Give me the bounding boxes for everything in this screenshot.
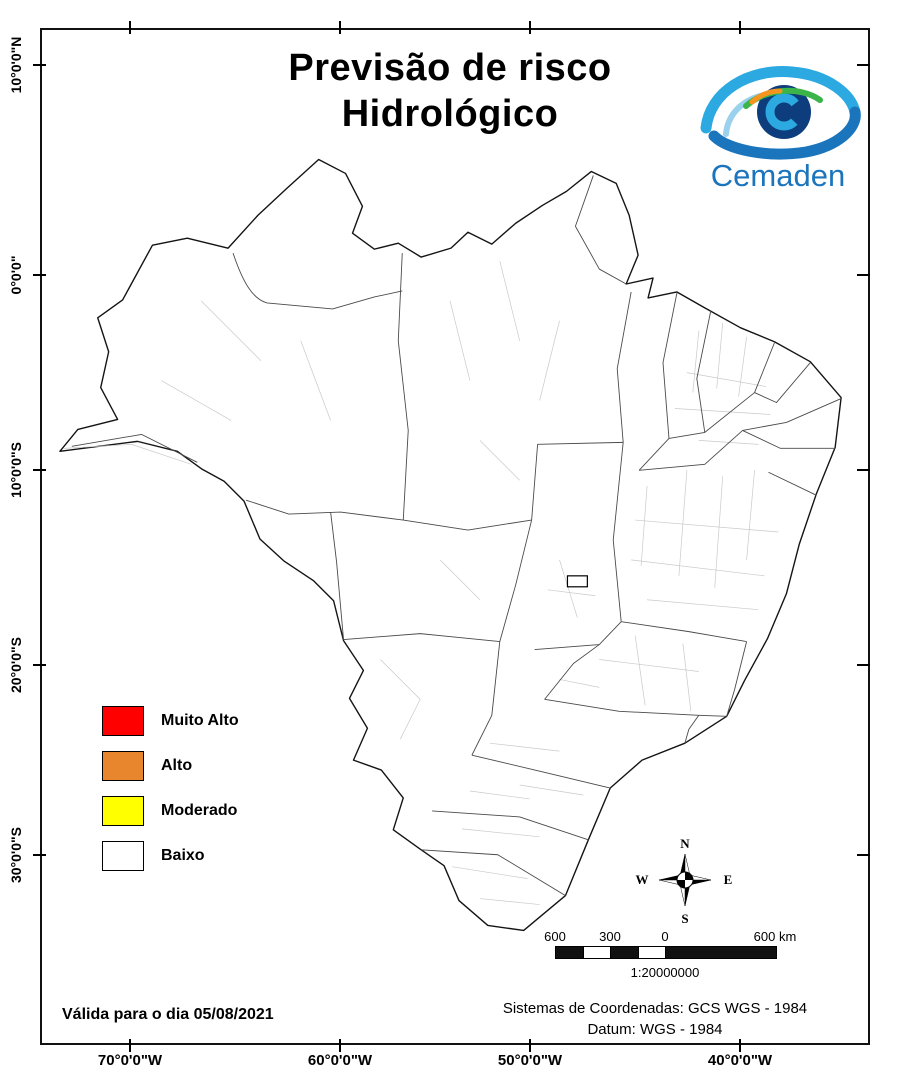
longitude-label: 70°0'0"W [97,1052,163,1069]
state-boundaries [71,175,842,896]
map-frame [40,28,870,1045]
legend-swatch-moderado [102,796,144,826]
longitude-label: 60°0'0"W [307,1052,373,1069]
longitude-label: 50°0'0"W [497,1052,563,1069]
latitude-label: 30°0'0"S [8,826,24,884]
scale-bar-graphic [555,946,777,959]
scale-bar-segment [611,947,639,958]
compass-north-label: N [680,836,690,851]
scale-label-0: 0 [661,929,669,944]
cemaden-eye-icon: Cemaden [700,66,861,193]
scale-bar-segment [556,947,584,958]
legend-item-baixo: Baixo [102,841,239,871]
axis-tick [857,274,870,276]
legend-swatch-baixo [102,841,144,871]
scale-bar-segment [583,947,611,958]
validity-date-text: Válida para o dia 05/08/2021 [62,1006,274,1023]
axis-tick [33,664,46,666]
compass-west-label: W [636,872,649,887]
compass-south-label: S [681,911,688,926]
axis-tick [33,274,46,276]
title-line-2: Hidrológico [341,92,559,135]
latitude-label: 0°0'0" [8,255,24,295]
page-title: Previsão de risco Hidrológico [130,46,770,137]
legend-label-moderado: Moderado [161,802,238,819]
scale-label-600-left: 600 [544,929,566,944]
legend-label-alto: Alto [161,757,193,774]
axis-tick [529,21,531,34]
axis-tick [857,469,870,471]
cemaden-logo: Cemaden [688,50,868,195]
latitude-label: 10°0'0"N [8,36,24,94]
axis-tick [857,64,870,66]
axis-tick [33,469,46,471]
axis-tick [33,854,46,856]
compass-rose: N S W E [628,834,742,930]
latitude-label: 10°0'0"S [8,441,24,499]
axis-tick [739,1039,741,1052]
coordinate-system-line-2: Datum: WGS - 1984 [587,1021,723,1038]
coordinate-system-text: Sistemas de Coordenadas: GCS WGS - 1984 … [440,998,870,1040]
title-line-1: Previsão de risco [288,47,612,89]
axis-tick [129,1039,131,1052]
axis-tick [339,21,341,34]
axis-tick [857,664,870,666]
scale-ratio: 1:20000000 [630,965,700,980]
axis-tick [529,1039,531,1052]
legend-label-muito-alto: Muito Alto [161,712,239,729]
legend-swatch-alto [102,751,144,781]
scale-label-600-km: 600 km [753,929,797,944]
axis-tick [857,854,870,856]
legend-item-alto: Alto [102,751,239,781]
axis-tick [33,64,46,66]
compass-rose-icon: N S W E [636,836,733,926]
legend-item-moderado: Moderado [102,796,239,826]
municipality-boundaries [63,261,779,905]
legend-label-baixo: Baixo [161,847,205,864]
scale-label-300: 300 [599,929,621,944]
longitude-label: 40°0'0"W [707,1052,773,1069]
risk-legend: Muito Alto Alto Moderado Baixo [102,706,239,886]
axis-tick [739,21,741,34]
latitude-label: 20°0'0"S [8,636,24,694]
axis-tick [339,1039,341,1052]
scale-bar: 600 300 0 600 km 1:20000000 [544,929,796,991]
coordinate-system-line-1: Sistemas de Coordenadas: GCS WGS - 1984 [502,1000,808,1017]
scale-bar-segment [666,947,776,958]
legend-item-muito-alto: Muito Alto [102,706,239,736]
brazil-map [59,158,842,932]
legend-swatch-muito-alto [102,706,144,736]
distrito-federal-outline [566,575,588,588]
compass-east-label: E [724,872,733,887]
axis-tick [129,21,131,34]
logo-text: Cemaden [711,158,845,193]
scale-bar-segment [638,947,666,958]
